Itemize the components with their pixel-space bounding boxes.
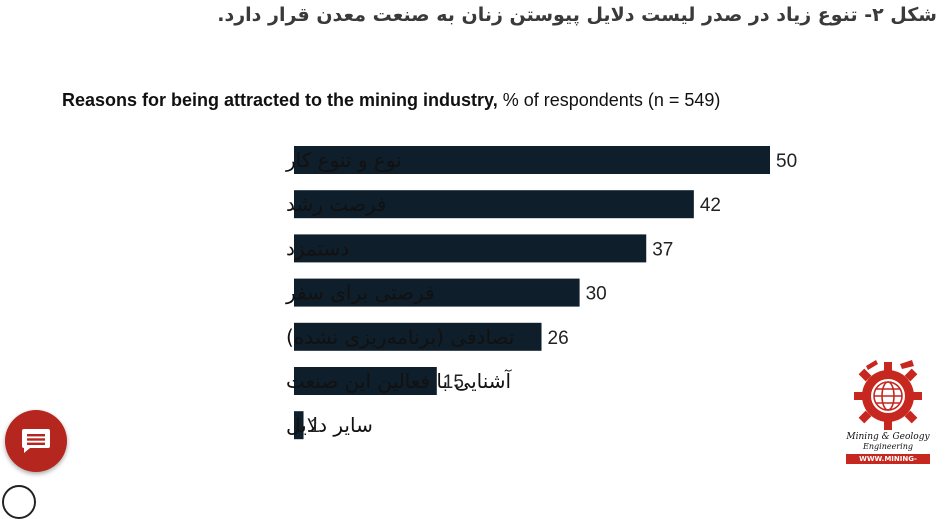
bar-value-label: 30 — [586, 284, 607, 305]
gear-globe-icon — [854, 360, 922, 430]
bar-value-label: 50 — [776, 151, 797, 172]
bar-chart: نوع و تنوع کار فرصت رشد دستمزد فرصتی برای س… — [285, 146, 798, 440]
bar-value-label: 42 — [700, 195, 721, 216]
logo-line-2: Engineering — [863, 442, 913, 451]
category-label: نوع و تنوع کار — [285, 148, 402, 172]
chart-title-bold: Reasons for being attracted to the minin… — [62, 90, 498, 110]
category-label: آشنایی با فعالین این صنعت — [286, 368, 513, 393]
bar — [294, 411, 304, 440]
bar — [294, 146, 770, 174]
category-label: فرصت رشد — [286, 192, 387, 216]
chart-title-rest: % of respondents (n = 549) — [502, 90, 721, 110]
logo-url: WWW.MINING-ENG.IR — [846, 454, 930, 473]
bar — [294, 322, 542, 351]
category-labels: نوع و تنوع کار فرصت رشد دستمزد فرصتی برای س… — [285, 148, 514, 437]
bar — [294, 367, 437, 395]
bar — [294, 278, 580, 307]
category-label: فرصتی برای سفر — [285, 281, 435, 305]
mining-geology-logo: Mining & Geology Engineering WWW.MINING-… — [838, 356, 938, 473]
figure-caption: شکل ۲- تنوع زیاد در صدر لیست دلایل پیوست… — [217, 4, 937, 26]
bar-value-label: 15 — [443, 372, 464, 393]
chat-icon — [22, 429, 50, 453]
bar-value-label: 37 — [652, 239, 673, 260]
bar-value-label: 26 — [548, 328, 569, 349]
corner-circle-button[interactable] — [2, 485, 36, 519]
category-label: سایر دلایل — [286, 413, 373, 437]
bar — [294, 234, 647, 263]
category-label: تصادفی (برنامه‌ریزی نشده) — [286, 325, 514, 349]
chart-title: Reasons for being attracted to the minin… — [62, 90, 720, 111]
logo-line-1: Mining & Geology — [846, 432, 930, 442]
chat-button[interactable] — [5, 410, 67, 472]
bars-group — [294, 146, 770, 440]
category-label: دستمزد — [286, 236, 349, 260]
bar — [294, 190, 694, 219]
bar-value-label: 1 — [310, 416, 321, 437]
value-labels: 50 42 37 30 26 15 1 — [310, 151, 798, 437]
